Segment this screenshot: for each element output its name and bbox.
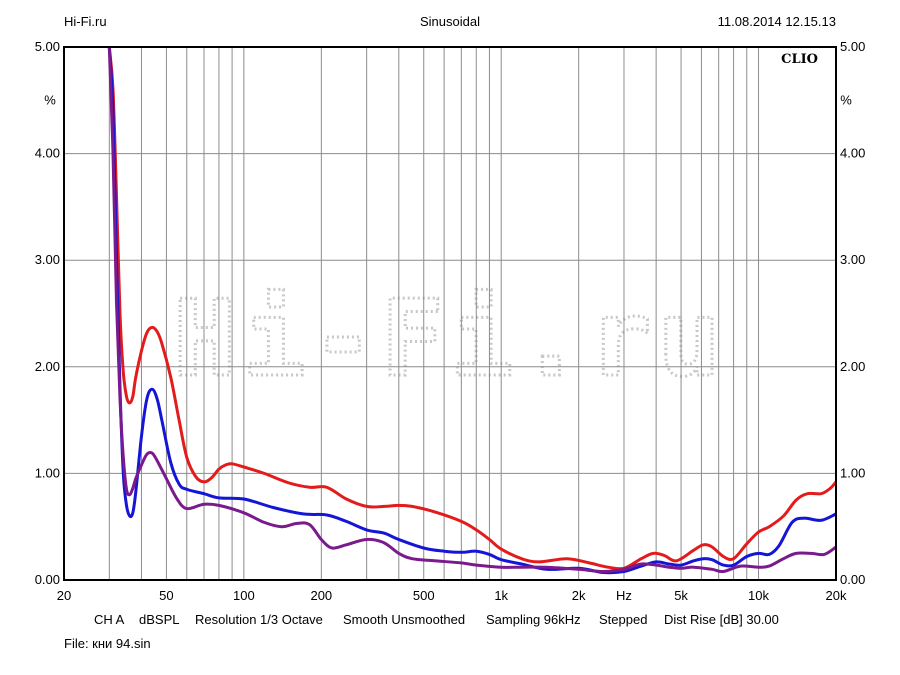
file-name: File: кни 94.sin: [64, 636, 151, 651]
series-line-2: [107, 47, 836, 575]
header-right: 11.08.2014 12.15.13: [717, 14, 836, 29]
x-tick-label: 200: [310, 588, 332, 600]
info-smooth: Smooth Unsmoothed: [343, 612, 466, 627]
y-unit-label-right: %: [840, 92, 852, 107]
y-tick-label-left: 5.00: [35, 39, 60, 54]
y-unit-label-left: %: [44, 92, 56, 107]
x-tick-label: 20k: [826, 588, 847, 600]
y-tick-label-right: 5.00: [840, 39, 865, 54]
brand-label: CLIO: [781, 52, 818, 67]
info-resolution: Resolution 1/3 Octave: [195, 612, 323, 627]
y-tick-label-right: 4.00: [840, 146, 865, 161]
x-tick-label: 5k: [674, 588, 688, 600]
grid-lines: [64, 47, 836, 580]
x-unit-label: Hz: [616, 588, 632, 600]
y-tick-label-left: 2.00: [35, 359, 60, 374]
watermark-text: Hi-Fi.ru: [173, 278, 727, 400]
plot-frame: [63, 46, 837, 581]
info-mode: Stepped: [599, 612, 648, 627]
header-left: Hi-Fi.ru: [64, 14, 107, 29]
x-tick-label: 20: [57, 588, 71, 600]
x-tick-label: 100: [233, 588, 255, 600]
info-units: dBSPL: [139, 612, 180, 627]
y-tick-label-right: 1.00: [840, 465, 865, 480]
info-channel: CH A: [94, 612, 125, 627]
y-tick-label-left: 1.00: [35, 465, 60, 480]
y-tick-label-right: 3.00: [840, 252, 865, 267]
series-line-1: [107, 47, 836, 571]
info-dist-rise: Dist Rise [dB] 30.00: [664, 612, 779, 627]
x-tick-label: 50: [159, 588, 173, 600]
curves: [107, 47, 836, 575]
x-tick-label: 1k: [494, 588, 508, 600]
y-tick-label-left: 3.00: [35, 252, 60, 267]
x-tick-label: 500: [413, 588, 435, 600]
chart-container: Hi-Fi.ru CLIO 0.00 0.00 1.00 1.00 2.00 2.00 3.00…: [35, 39, 866, 603]
y-tick-label-right: 0.00: [840, 572, 865, 587]
info-sampling: Sampling 96kHz: [486, 612, 581, 627]
y-tick-label-left: 4.00: [35, 146, 60, 161]
x-tick-label: 2k: [572, 588, 586, 600]
thd-chart: Hi-Fi.ru CLIO 0.00 0.00 1.00 1.00 2.00 2.00 3.00…: [35, 39, 866, 603]
y-tick-label-right: 2.00: [840, 359, 865, 374]
x-tick-label: 10k: [748, 588, 769, 600]
y-tick-label-left: 0.00: [35, 572, 60, 587]
series-line-3: [107, 47, 836, 574]
header-center: Sinusoidal: [420, 14, 480, 29]
